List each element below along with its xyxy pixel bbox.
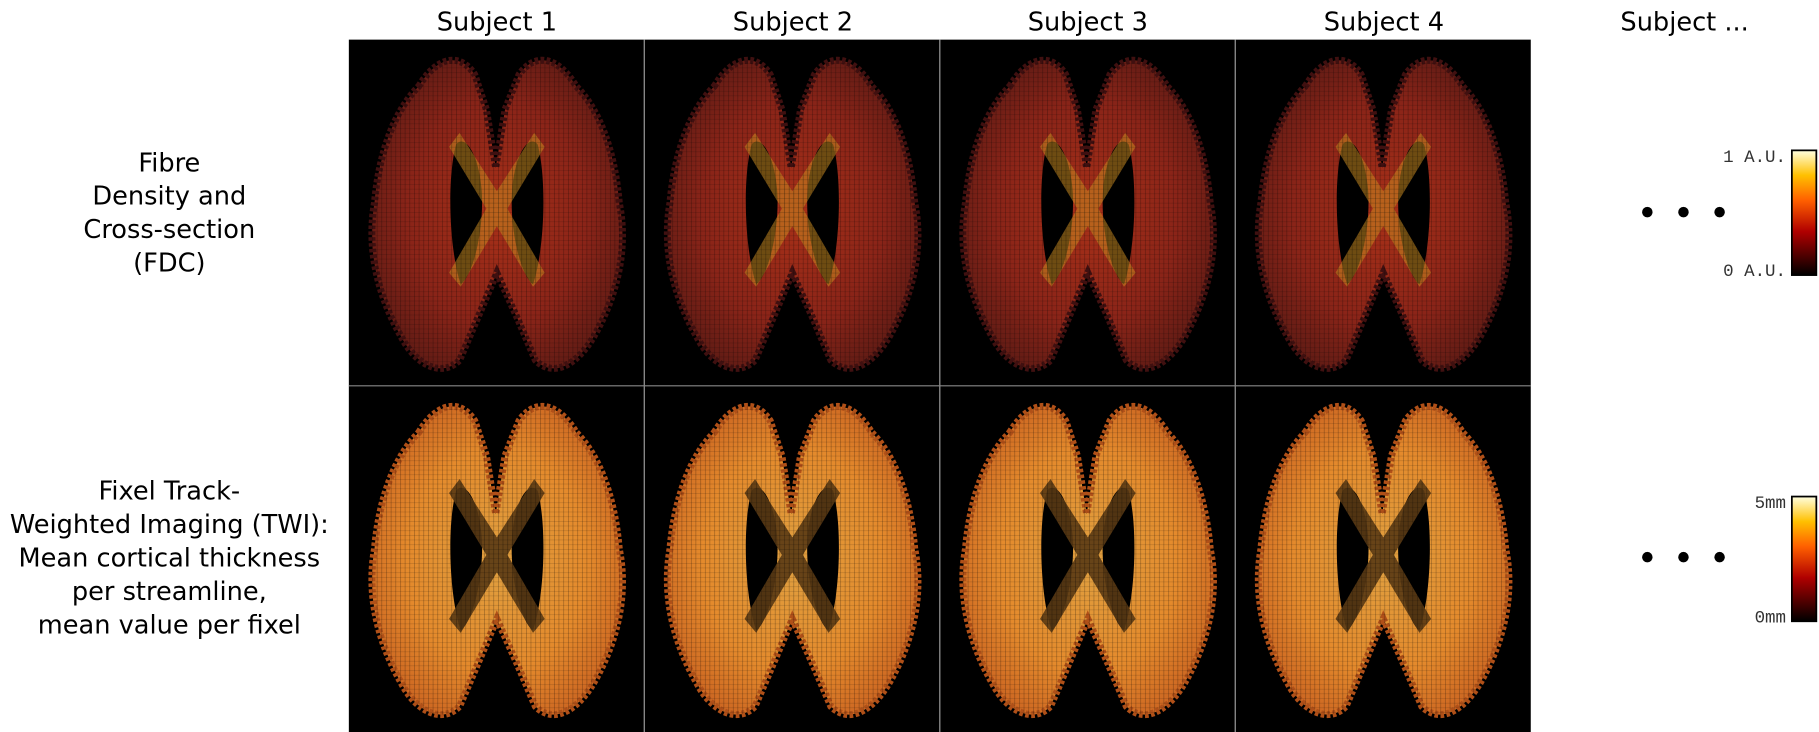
- colorbar-min-label: 0mm: [1755, 608, 1786, 628]
- row-label: Cross-section: [83, 215, 255, 245]
- ellipsis-dot: [1714, 551, 1725, 563]
- colorbar-max-label: 1 A.U.: [1723, 148, 1786, 168]
- column-header: Subject ...: [1620, 7, 1748, 37]
- row-label: Fixel Track-: [98, 477, 240, 507]
- ellipsis-dot: [1678, 206, 1689, 218]
- row-label: Fibre: [138, 148, 200, 178]
- column-header: Subject 2: [733, 7, 853, 37]
- column-header: Subject 3: [1028, 7, 1148, 37]
- row-label: Mean cortical thickness: [19, 543, 321, 573]
- colorbar: [1790, 495, 1818, 623]
- row-label: (FDC): [133, 249, 205, 279]
- colorbar-min-label: 0 A.U.: [1723, 262, 1786, 282]
- row-label: Density and: [92, 182, 246, 212]
- row-label: mean value per fixel: [38, 610, 301, 640]
- ellipsis-dot: [1642, 206, 1653, 218]
- row-label: per streamline,: [72, 577, 267, 607]
- colorbar: [1790, 149, 1818, 276]
- ellipsis-dot: [1642, 551, 1653, 563]
- column-header: Subject 1: [437, 7, 557, 37]
- ellipsis-dot: [1714, 206, 1725, 218]
- column-header: Subject 4: [1324, 7, 1444, 37]
- colorbar-max-label: 5mm: [1755, 494, 1786, 514]
- row-label: Weighted Imaging (TWI):: [10, 510, 329, 540]
- ellipsis-dot: [1678, 551, 1689, 563]
